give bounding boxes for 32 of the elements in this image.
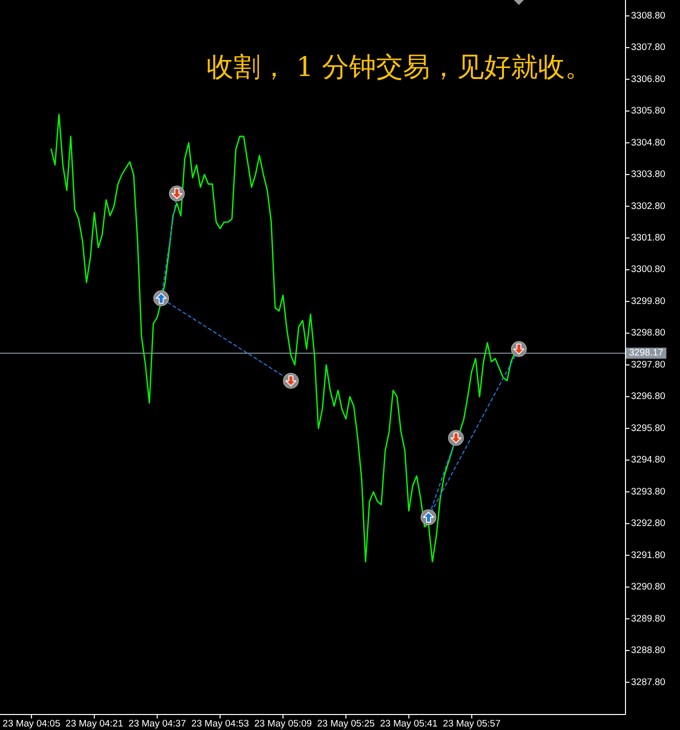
y-tick-label: 3299.80 xyxy=(631,296,666,307)
y-tick-label: 3297.80 xyxy=(631,359,666,370)
y-tick-label: 3300.80 xyxy=(631,264,666,276)
y-tick-label: 3298.80 xyxy=(631,328,666,339)
y-tick-label: 3306.80 xyxy=(631,74,666,85)
y-tick-label: 3303.80 xyxy=(631,169,666,180)
x-tick-label: 23 May 05:41 xyxy=(380,718,438,730)
y-tick-label: 3308.80 xyxy=(631,10,666,22)
y-tick-label: 3294.80 xyxy=(631,454,666,466)
y-tick-label: 3289.80 xyxy=(631,613,666,624)
x-tick-label: 23 May 05:09 xyxy=(254,718,312,730)
y-tick-label: 3288.80 xyxy=(631,645,666,656)
y-tick-label: 3290.80 xyxy=(631,582,666,593)
ref-line-label: 3298.17 xyxy=(629,348,664,359)
y-tick-label: 3287.80 xyxy=(631,676,666,688)
y-tick-label: 3304.80 xyxy=(631,137,666,148)
y-tick-label: 3296.80 xyxy=(631,391,666,402)
y-tick-label: 3305.80 xyxy=(631,106,666,117)
y-tick-label: 3292.80 xyxy=(631,518,666,530)
x-tick-label: 23 May 04:05 xyxy=(2,718,60,730)
y-tick-label: 3295.80 xyxy=(631,422,666,434)
y-tick-label: 3301.80 xyxy=(631,232,666,244)
x-tick-label: 23 May 05:57 xyxy=(442,718,500,730)
x-tick-label: 23 May 04:37 xyxy=(128,718,186,730)
y-tick-label: 3307.80 xyxy=(631,42,666,54)
text: 收割， 1 分钟交易，见好就收。 xyxy=(206,52,592,83)
y-tick-label: 3291.80 xyxy=(631,550,666,561)
x-tick-label: 23 May 05:25 xyxy=(317,718,375,730)
x-tick-label: 23 May 04:21 xyxy=(66,718,124,730)
y-tick-label: 3302.80 xyxy=(631,200,666,212)
x-tick-label: 23 May 04:53 xyxy=(191,718,249,730)
y-tick-label: 3293.80 xyxy=(631,486,666,498)
